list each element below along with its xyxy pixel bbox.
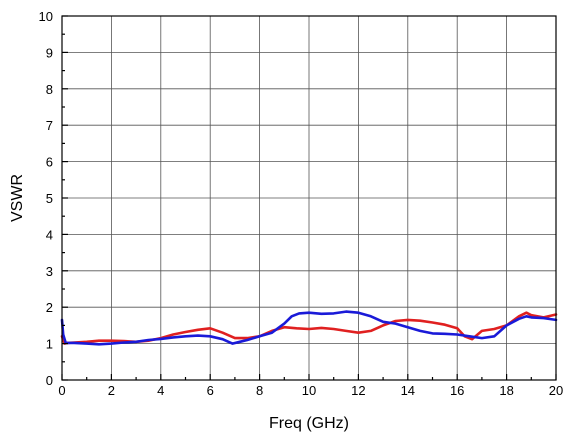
x-tick-label: 0	[58, 383, 65, 398]
y-tick-label: 5	[46, 191, 53, 206]
x-axis-label: Freq (GHz)	[269, 415, 349, 432]
y-tick-label: 0	[46, 373, 53, 388]
axis-ticks	[61, 15, 557, 381]
y-tick-label: 7	[46, 118, 53, 133]
series-line-2	[60, 310, 558, 346]
x-tick-label: 20	[549, 383, 563, 398]
y-tick-label: 1	[46, 337, 53, 352]
x-tick-label: 2	[108, 383, 115, 398]
grid	[62, 16, 556, 380]
x-tick-label: 6	[207, 383, 214, 398]
y-tick-label: 3	[46, 264, 53, 279]
y-tick-label: 2	[46, 300, 53, 315]
y-tick-label: 9	[46, 45, 53, 60]
x-tick-label: 16	[450, 383, 464, 398]
series-group	[60, 310, 558, 346]
x-tick-label: 18	[499, 383, 513, 398]
y-tick-label: 10	[39, 9, 53, 24]
y-tick-label: 6	[46, 155, 53, 170]
y-tick-label: 4	[46, 227, 53, 242]
x-tick-label: 4	[157, 383, 164, 398]
y-tick-label: 8	[46, 82, 53, 97]
x-tick-label: 12	[351, 383, 365, 398]
x-tick-label: 8	[256, 383, 263, 398]
x-tick-label: 14	[401, 383, 415, 398]
y-axis-label: VSWR	[9, 174, 26, 222]
x-tick-label: 10	[302, 383, 316, 398]
